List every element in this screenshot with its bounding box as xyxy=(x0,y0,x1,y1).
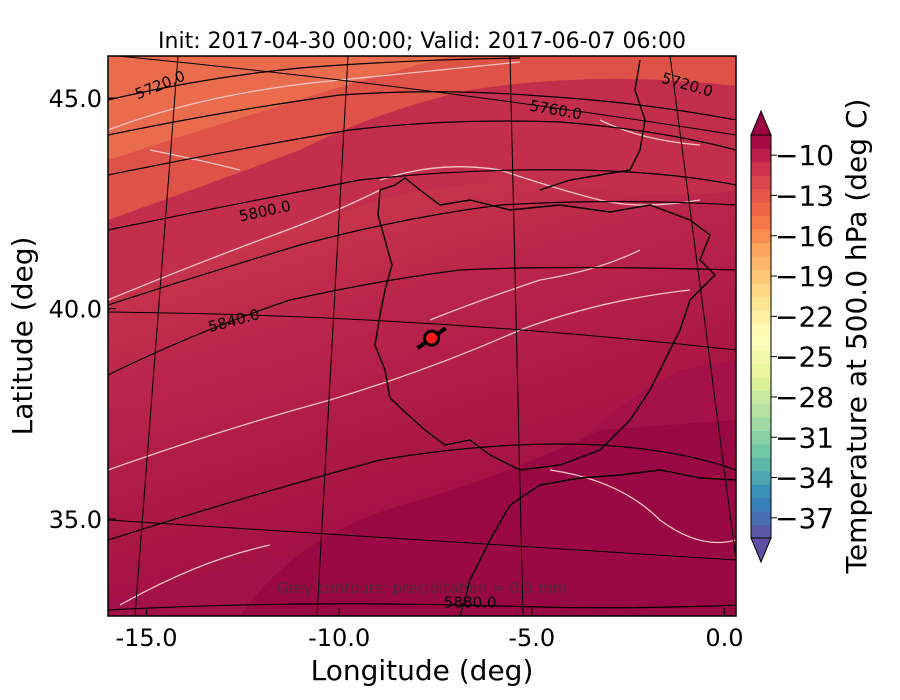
colorbar-segment xyxy=(751,161,771,176)
precipitation-note: Grey contours: precipitation = 0.5 mm xyxy=(277,579,567,597)
colorbar-segment xyxy=(751,430,771,445)
x-axis: -15.0 -10.0 -5.0 0.0 xyxy=(115,608,744,652)
colorbar-segment xyxy=(751,148,771,163)
y-tick-label: 40.0 xyxy=(49,296,102,324)
x-axis-label: Longitude (deg) xyxy=(311,654,534,687)
x-tick-label: 0.0 xyxy=(705,624,743,652)
x-tick-label: -15.0 xyxy=(115,624,177,652)
colorbar-segment xyxy=(751,202,771,217)
y-axis: 35.0 40.0 45.0 xyxy=(49,85,116,534)
colorbar-segment xyxy=(751,175,771,190)
north-africa-coastline xyxy=(459,469,736,616)
colorbar-tick-label: −34 xyxy=(775,462,834,495)
y-tick-label: 35.0 xyxy=(49,506,102,534)
colorbar-segment xyxy=(751,484,771,499)
precipitation-contours xyxy=(108,61,736,606)
x-tick-label: -10.0 xyxy=(308,624,370,652)
france-coastline xyxy=(539,59,646,191)
colorbar-segment xyxy=(751,457,771,472)
colorbar-segment xyxy=(751,296,771,311)
colorbar-tick-label: −19 xyxy=(775,260,834,293)
colorbar-outline xyxy=(750,134,772,539)
temperature-band-mid xyxy=(108,78,736,300)
coastlines xyxy=(374,59,736,616)
colorbar-tick-label: −13 xyxy=(775,179,834,212)
colorbar-tick-label: −22 xyxy=(775,300,834,333)
colorbar-segment xyxy=(751,215,771,230)
colorbar-segment xyxy=(751,443,771,458)
colorbar-segment xyxy=(751,188,771,203)
colorbar-segment xyxy=(751,269,771,284)
colorbar-tick-label: −31 xyxy=(775,421,834,454)
colorbar-segment xyxy=(751,349,771,364)
colorbar-segment xyxy=(751,229,771,243)
map-frame xyxy=(107,55,737,617)
colorbar-segment xyxy=(751,323,771,337)
colorbar-tick-label: −10 xyxy=(775,139,834,172)
colorbar-segment xyxy=(751,511,771,526)
colorbar-segment xyxy=(751,363,771,378)
colorbar-segment xyxy=(751,242,771,257)
colorbar-segment xyxy=(751,403,771,418)
y-tick-label: 45.0 xyxy=(49,85,102,113)
marker-circle xyxy=(423,329,441,347)
temperature-band-coldest xyxy=(240,420,736,616)
colorbar: −10 −13 −16 −19 −22 −25 −28 −31 −34 −37 xyxy=(750,109,834,564)
colorbar-segment xyxy=(751,376,771,391)
chart-title: Init: 2017-04-30 00:00; Valid: 2017-06-0… xyxy=(158,29,686,54)
colorbar-segment xyxy=(751,497,771,512)
colorbar-tick-label: −16 xyxy=(775,220,834,253)
x-tick-label: -5.0 xyxy=(508,624,555,652)
colorbar-segment xyxy=(751,255,771,270)
colorbar-segment xyxy=(751,417,771,432)
location-marker xyxy=(416,326,447,350)
colorbar-tick-label: −28 xyxy=(775,381,834,414)
colorbar-segment xyxy=(751,135,771,149)
colorbar-label: Temperature at 500.0 hPa (deg C) xyxy=(840,99,873,575)
iberian-coastline xyxy=(374,177,716,471)
colorbar-segment xyxy=(751,390,771,405)
colorbar-tick-label: −37 xyxy=(775,502,834,535)
colorbar-tick-label: −25 xyxy=(775,341,834,374)
colorbar-segment xyxy=(751,336,771,351)
colorbar-extend-min xyxy=(750,537,772,564)
y-axis-label: Latitude (deg) xyxy=(6,237,39,436)
colorbar-segment xyxy=(751,524,771,539)
contour-label: 5880.0 xyxy=(444,594,497,612)
graticule xyxy=(108,56,736,616)
colorbar-segment xyxy=(751,282,771,297)
colorbar-segment xyxy=(751,470,771,485)
colorbar-segment xyxy=(751,309,771,324)
colorbar-extend-max xyxy=(750,109,772,136)
